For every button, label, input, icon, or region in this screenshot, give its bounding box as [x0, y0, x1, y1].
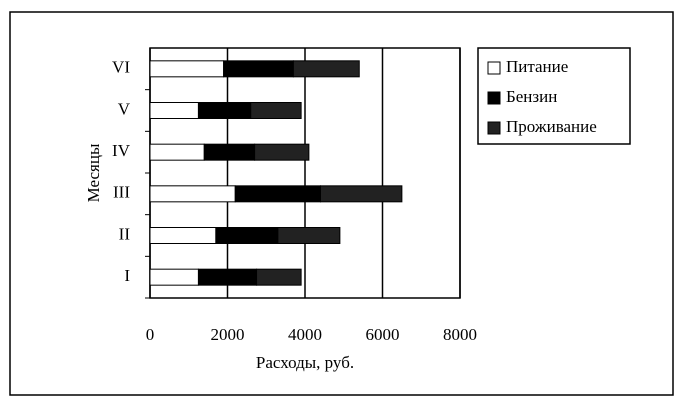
- y-tick-label: V: [118, 99, 131, 118]
- bar-segment: [277, 227, 341, 244]
- x-tick-label: 4000: [288, 325, 322, 344]
- legend-label: Проживание: [506, 117, 597, 136]
- bar-segment: [203, 143, 256, 161]
- bar-segment: [149, 227, 217, 244]
- bar-segment: [149, 185, 236, 203]
- bar-segment: [234, 185, 321, 203]
- y-tick-label: I: [124, 266, 130, 285]
- bar-segment: [149, 102, 199, 119]
- legend-label: Питание: [506, 57, 568, 76]
- legend-swatch: [487, 61, 501, 75]
- y-tick-label: IV: [112, 141, 131, 160]
- bar-segment: [215, 227, 279, 244]
- legend-swatch: [487, 121, 501, 135]
- bar-segment: [254, 143, 310, 161]
- bar-segment: [292, 60, 360, 78]
- bar-segment: [250, 102, 302, 119]
- bar-segment: [256, 268, 302, 286]
- bar-segment: [197, 102, 252, 119]
- legend-label: Бензин: [506, 87, 557, 106]
- bar-segment: [320, 185, 403, 203]
- frame: [9, 11, 674, 396]
- bar-segment: [149, 143, 205, 161]
- y-tick-label: VI: [112, 58, 130, 77]
- x-tick-label: 8000: [443, 325, 477, 344]
- bar-segment: [149, 60, 225, 78]
- y-tick-label: II: [119, 224, 131, 243]
- x-tick-label: 6000: [366, 325, 400, 344]
- x-tick-label: 2000: [211, 325, 245, 344]
- bar-segment: [223, 60, 294, 78]
- bar-segment: [197, 268, 258, 286]
- x-tick-label: 0: [146, 325, 155, 344]
- x-axis-label: Расходы, руб.: [256, 353, 354, 372]
- legend: [477, 47, 631, 145]
- legend-swatch: [487, 91, 501, 105]
- bar-segment: [149, 268, 199, 286]
- y-axis-label: Месяцы: [84, 143, 103, 202]
- y-tick-label: III: [113, 183, 130, 202]
